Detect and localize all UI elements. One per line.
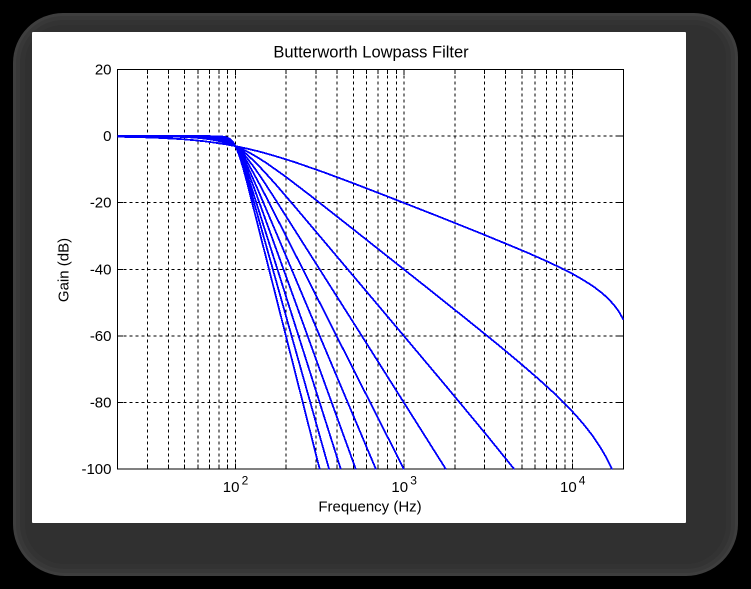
svg-text:10: 10 (223, 479, 240, 496)
svg-text:10: 10 (560, 479, 577, 496)
svg-text:0: 0 (103, 128, 111, 145)
svg-text:Butterworth Lowpass Filter: Butterworth Lowpass Filter (273, 44, 469, 62)
svg-text:-60: -60 (90, 328, 112, 345)
svg-text:-80: -80 (90, 395, 112, 412)
svg-text:4: 4 (579, 474, 586, 488)
svg-text:-40: -40 (90, 261, 112, 278)
svg-text:Gain (dB): Gain (dB) (56, 238, 73, 302)
svg-text:-20: -20 (90, 195, 112, 212)
svg-text:10: 10 (391, 479, 408, 496)
svg-text:Frequency (Hz): Frequency (Hz) (318, 499, 421, 516)
svg-text:-100: -100 (81, 461, 111, 478)
svg-text:20: 20 (95, 62, 112, 79)
svg-text:3: 3 (410, 474, 417, 488)
svg-text:2: 2 (242, 474, 249, 488)
